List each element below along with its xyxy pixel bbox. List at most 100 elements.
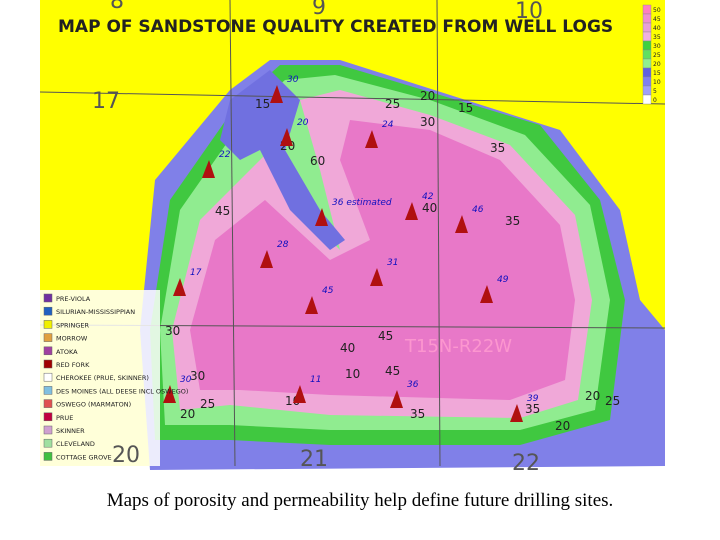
section-number: 10 [515, 0, 543, 24]
scale-label: 0 [653, 97, 657, 104]
scale-swatch [642, 58, 652, 69]
legend-label: RED FORK [56, 361, 90, 369]
contour-label: 15 [255, 97, 270, 111]
legend-label: PRUE [56, 414, 73, 422]
well-label: 36 [407, 380, 419, 390]
legend-label: SKINNER [56, 427, 85, 435]
well-label: 22 [219, 150, 231, 160]
well-marker [163, 385, 176, 403]
contour-label: 20 [420, 89, 435, 103]
scale-swatch [642, 85, 652, 96]
contour-label: 35 [410, 407, 425, 421]
well-label: 49 [497, 275, 509, 285]
well-marker [510, 404, 523, 422]
well-marker [455, 215, 468, 233]
contour-label: 25 [385, 97, 400, 111]
section-number: 22 [512, 451, 540, 476]
well-marker [315, 208, 328, 226]
well-marker [280, 128, 293, 146]
well-marker [173, 278, 186, 296]
legend-swatch [43, 372, 53, 382]
contour-label: 20 [585, 389, 600, 403]
legend-swatch [43, 399, 53, 408]
well-marker [260, 250, 273, 268]
well-marker [480, 285, 493, 303]
scale-swatch [642, 40, 652, 51]
well-label: 42 [422, 192, 434, 202]
contour-label: 20 [555, 419, 570, 433]
legend-swatch [43, 359, 53, 369]
well-label: 30 [180, 375, 192, 385]
legend-label: DES MOINES (ALL DEESE INCL OSWEGO) [56, 387, 188, 395]
legend-swatch [43, 438, 53, 448]
well-marker [405, 202, 418, 220]
contour-35 [190, 120, 575, 400]
legend-box [40, 290, 160, 466]
legend-label: SPRINGER [56, 321, 89, 329]
scale-swatch [642, 22, 652, 33]
contour-label: 30 [165, 324, 180, 338]
contour-label: 15 [458, 101, 473, 115]
contour-label: 25 [200, 397, 215, 411]
well-label: 28 [277, 240, 289, 250]
section-number: 21 [300, 447, 328, 472]
legend-swatch [43, 386, 53, 395]
scale-swatch [642, 13, 652, 24]
contour-label: 45 [215, 204, 230, 218]
legend-label: PRE-VIOLA [56, 295, 91, 303]
section-number: 8 [110, 0, 124, 14]
legend-swatch [43, 425, 53, 435]
well-marker [305, 296, 318, 314]
well-label: 20 [297, 118, 309, 128]
contour-label: 35 [525, 402, 540, 416]
well-marker [365, 130, 378, 148]
scale-label: 15 [653, 70, 661, 77]
legend-label: SILURIAN-MISSISSIPPIAN [56, 308, 135, 316]
scale-label: 5 [653, 88, 657, 95]
scale-swatch [642, 4, 652, 15]
scale-swatch [642, 31, 652, 42]
contour-label: 20 [180, 407, 195, 421]
scale-label: 30 [653, 43, 661, 50]
legend-label: CLEVELAND [56, 440, 95, 448]
well-label: 31 [387, 258, 398, 268]
well-label: 46 [472, 205, 484, 215]
well-marker [370, 268, 383, 286]
contour-label: 35 [505, 214, 520, 228]
contour-label: 30 [420, 115, 435, 129]
contour-label: 35 [490, 141, 505, 155]
legend-label: COTTAGE GROVE [56, 453, 112, 461]
legend-label: ATOKA [56, 348, 78, 356]
legend-label: OSWEGO (MARMATON) [56, 401, 131, 409]
well-marker [202, 160, 215, 178]
legend-swatch [43, 412, 53, 422]
scale-label: 10 [653, 79, 661, 86]
contour-label: 40 [422, 201, 437, 215]
well-label: 17 [190, 268, 202, 278]
contour-low [220, 70, 345, 250]
scale-label: 20 [653, 61, 661, 68]
township-label: T15N-R22W [404, 336, 512, 357]
legend-swatch [43, 306, 53, 316]
contour-label: 10 [345, 367, 360, 381]
well-label: 36 estimated [332, 198, 392, 208]
map: MAP OF SANDSTONE QUALITY CREATED FROM WE… [39, 0, 666, 476]
legend-swatch [43, 346, 53, 356]
well-marker [293, 385, 306, 403]
scale-swatch [642, 76, 652, 87]
contour-label: 40 [340, 341, 355, 355]
scale-swatch [642, 94, 652, 105]
scale-label: 40 [653, 25, 661, 32]
well-marker [390, 390, 403, 408]
scale-label: 50 [653, 7, 661, 14]
map-title: MAP OF SANDSTONE QUALITY CREATED FROM WE… [58, 17, 613, 37]
contour-label: 45 [385, 364, 400, 378]
well-label: 45 [322, 286, 334, 296]
well-label: 24 [382, 120, 394, 130]
section-number: 9 [312, 0, 326, 20]
well-label: 11 [310, 375, 321, 385]
contour-label: 30 [190, 369, 205, 383]
contour-label: 45 [378, 329, 393, 343]
scale-swatch [642, 67, 652, 78]
